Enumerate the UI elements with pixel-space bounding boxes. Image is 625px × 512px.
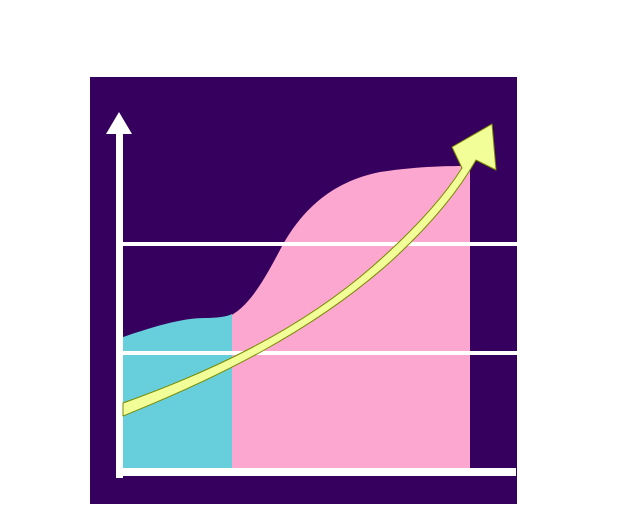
x-axis-line [116, 468, 516, 476]
gridline-lower [120, 351, 517, 355]
arrow-up-right-icon [122, 123, 497, 417]
y-axis-line [116, 130, 123, 478]
arrow-up-icon [106, 112, 132, 134]
gridline-upper [120, 242, 517, 246]
